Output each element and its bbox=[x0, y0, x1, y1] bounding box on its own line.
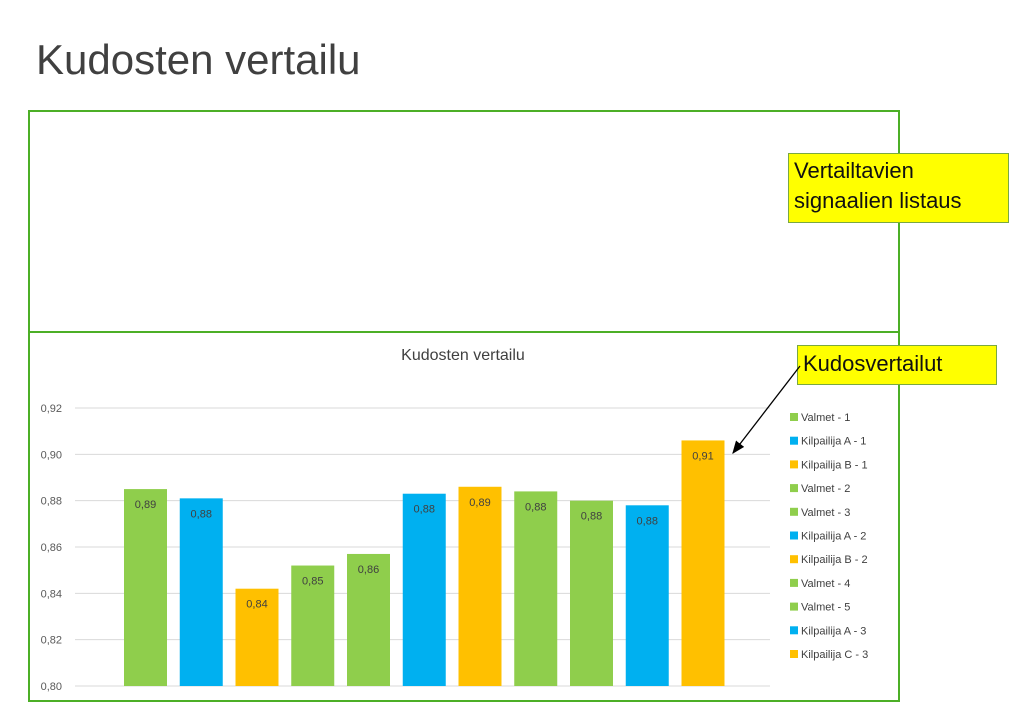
legend-swatch bbox=[790, 531, 798, 540]
y-tick-label: 0,86 bbox=[41, 542, 62, 554]
chart-title: Kudosten vertailu bbox=[401, 347, 525, 364]
legend-label: Kilpailija A - 3 bbox=[801, 625, 866, 637]
y-tick-label: 0,92 bbox=[41, 403, 62, 415]
data-label: 0,86 bbox=[358, 564, 379, 576]
legend-label: Kilpailija A - 1 bbox=[801, 436, 866, 448]
signal-list-callout-line2: signaalien listaus bbox=[794, 188, 962, 213]
data-label: 0,89 bbox=[469, 497, 490, 509]
data-label: 0,88 bbox=[191, 508, 212, 520]
data-label: 0,88 bbox=[581, 511, 602, 523]
y-tick-label: 0,82 bbox=[41, 635, 62, 647]
y-tick-label: 0,90 bbox=[41, 449, 62, 461]
legend-swatch bbox=[790, 602, 798, 611]
signal-list-callout-line1: Vertailtavien bbox=[794, 158, 914, 183]
legend-swatch bbox=[790, 460, 798, 469]
legend-swatch bbox=[790, 626, 798, 635]
slide-title: Kudosten vertailu bbox=[36, 36, 361, 83]
y-tick-label: 0,80 bbox=[41, 681, 62, 693]
legend-label: Valmet - 3 bbox=[801, 507, 850, 519]
legend-label: Kilpailija C - 3 bbox=[801, 649, 868, 661]
data-label: 0,91 bbox=[692, 450, 713, 462]
bar bbox=[570, 500, 613, 686]
legend-swatch bbox=[790, 555, 798, 564]
data-label: 0,85 bbox=[302, 576, 323, 588]
legend-swatch bbox=[790, 507, 798, 516]
bar bbox=[291, 565, 335, 686]
bar bbox=[681, 440, 725, 686]
bar bbox=[458, 486, 502, 686]
legend-swatch bbox=[790, 436, 798, 445]
legend-label: Kilpailija A - 2 bbox=[801, 531, 866, 543]
legend-label: Valmet - 2 bbox=[801, 483, 850, 495]
bar bbox=[347, 553, 390, 686]
legend-label: Valmet - 1 bbox=[801, 412, 850, 424]
callout-arrow bbox=[732, 365, 801, 455]
bar bbox=[179, 498, 223, 686]
bar bbox=[514, 491, 558, 686]
legend-label: Valmet - 4 bbox=[801, 578, 850, 590]
signal-list-callout: Vertailtavien signaalien listaus bbox=[788, 153, 1009, 223]
legend-swatch bbox=[790, 578, 798, 587]
legend-swatch bbox=[790, 650, 798, 658]
y-tick-label: 0,84 bbox=[41, 588, 62, 600]
data-label: 0,89 bbox=[135, 499, 156, 511]
y-tick-label: 0,88 bbox=[41, 496, 62, 508]
legend-label: Valmet - 5 bbox=[801, 602, 850, 614]
bar bbox=[402, 493, 446, 686]
legend: Valmet - 1 Kilpailija A - 1 Kilpailija B -… bbox=[790, 412, 868, 661]
tissue-comparison-panel bbox=[28, 331, 900, 702]
bar bbox=[124, 489, 167, 686]
data-label: 0,88 bbox=[414, 504, 435, 516]
bar bbox=[235, 588, 279, 686]
legend-swatch bbox=[790, 484, 798, 493]
legend-swatch bbox=[790, 413, 798, 421]
tissue-comparison-callout: Kudosvertailut bbox=[797, 345, 997, 385]
data-label: 0,88 bbox=[637, 515, 658, 527]
data-label: 0,88 bbox=[525, 501, 546, 513]
legend-label: Kilpailija B - 2 bbox=[801, 554, 868, 566]
bars: 0,89 0,88 0,84 0,85 0,86 0,88 0,89 0,88 0,88 0,88… bbox=[124, 440, 725, 686]
bar bbox=[625, 505, 669, 686]
legend-label: Kilpailija B - 1 bbox=[801, 459, 868, 471]
data-label: 0,84 bbox=[246, 599, 267, 611]
